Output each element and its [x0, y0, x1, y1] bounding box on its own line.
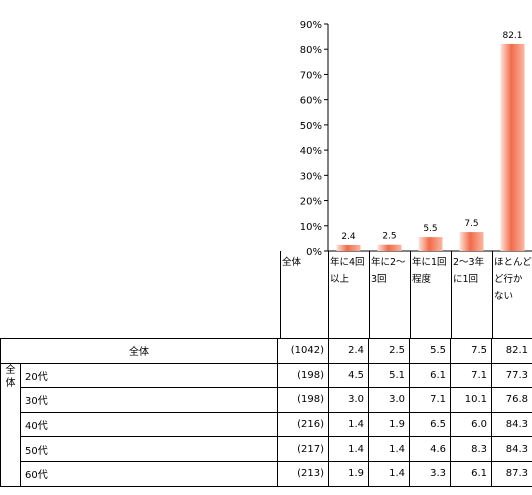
row-value: 84.3	[491, 436, 532, 462]
table-row: 60代 (213) 1.9 1.4 3.3 6.1 87.3	[1, 460, 532, 487]
y-tick-label: 90%	[300, 20, 322, 31]
data-label: 2.5	[382, 232, 396, 242]
table-row: 40代 (216) 1.4 1.9 6.5 6.0 84.3	[1, 411, 532, 438]
y-tick-label: 30%	[300, 171, 322, 182]
data-table: 全体 (1042) 2.4 2.5 5.5 7.5 82.1 全体 20代 (1…	[0, 338, 532, 487]
data-label: 7.5	[464, 219, 478, 229]
row-label: 30代	[19, 387, 279, 413]
bar	[336, 244, 361, 251]
category-label: 年に1回 程度	[412, 257, 447, 285]
category-label: ほとんど ど行か ない	[494, 257, 532, 302]
y-tick-label: 40%	[300, 146, 322, 157]
row-value: 10.1	[450, 387, 493, 413]
table-row: 全体 20代 (198) 4.5 5.1 6.1 7.1 77.3	[0, 362, 532, 487]
category-label: 年に2〜 3回	[371, 257, 406, 285]
row-value: 6.1	[450, 460, 493, 487]
category-label: 2〜3年 に1回	[453, 257, 485, 285]
row-label: 60代	[19, 460, 279, 487]
y-tick-label: 70%	[300, 70, 322, 81]
row-n: (213)	[277, 460, 330, 487]
row-value: 1.4	[328, 436, 370, 462]
y-tick-label: 0%	[306, 247, 322, 258]
chart-header-label: 全体	[282, 257, 302, 268]
row-label: 50代	[19, 436, 279, 462]
row-n: (198)	[277, 362, 330, 389]
row-value: 1.9	[328, 460, 370, 487]
row-value: 4.5	[328, 362, 370, 389]
total-label: 全体	[0, 338, 279, 364]
total-value: 5.5	[409, 338, 452, 364]
table-row: 50代 (217) 1.4 1.4 4.6 8.3 84.3	[1, 436, 532, 462]
bar	[377, 244, 402, 251]
row-value: 1.4	[368, 436, 411, 462]
row-value: 8.3	[450, 436, 493, 462]
group-label: 全体	[0, 362, 21, 487]
row-value: 77.3	[491, 362, 532, 389]
row-label: 20代	[19, 362, 279, 389]
y-tick-label: 80%	[300, 45, 322, 56]
total-value: 2.4	[328, 338, 370, 364]
row-value: 7.1	[409, 387, 452, 413]
data-label: 2.4	[341, 232, 356, 242]
y-tick-label: 20%	[300, 197, 322, 208]
row-value: 6.0	[450, 411, 493, 438]
total-value: 2.5	[368, 338, 411, 364]
data-label: 5.5	[423, 224, 437, 234]
row-value: 3.0	[368, 387, 411, 413]
bar-layer: 2.4 2.5 5.5 7.5 82.1	[336, 31, 525, 252]
total-n: (1042)	[277, 338, 330, 364]
row-value: 1.9	[368, 411, 411, 438]
bar	[500, 43, 525, 252]
row-value: 6.1	[409, 362, 452, 389]
row-value: 4.6	[409, 436, 452, 462]
table-row: 30代 (198) 3.0 3.0 7.1 10.1 76.8	[1, 387, 532, 413]
row-value: 5.1	[368, 362, 411, 389]
total-value: 7.5	[450, 338, 493, 364]
y-tick-label: 50%	[300, 121, 322, 132]
row-value: 1.4	[328, 411, 370, 438]
row-value: 84.3	[491, 411, 532, 438]
row-value: 87.3	[491, 460, 532, 487]
bar	[459, 232, 484, 251]
row-value: 1.4	[368, 460, 411, 487]
row-value: 6.5	[409, 411, 452, 438]
table-row-total: 全体 (1042) 2.4 2.5 5.5 7.5 82.1	[0, 338, 532, 364]
row-n: (198)	[277, 387, 330, 413]
row-n: (216)	[277, 411, 330, 438]
total-value: 82.1	[491, 338, 532, 364]
category-label: 年に4回 以上	[330, 257, 365, 285]
y-tick-label: 60%	[300, 96, 322, 107]
row-n: (217)	[277, 436, 330, 462]
row-value: 7.1	[450, 362, 493, 389]
row-value: 76.8	[491, 387, 532, 413]
data-label: 82.1	[502, 31, 522, 41]
bar-chart: 0% 10% 20% 30% 40% 50% 60% 70% 80% 90% 2.4 2.5 5.5 7…	[280, 20, 532, 338]
bar	[418, 237, 443, 251]
axis-layer: 0% 10% 20% 30% 40% 50% 60% 70% 80% 90%	[280, 20, 532, 338]
y-tick-label: 10%	[300, 222, 322, 233]
row-value: 3.0	[328, 387, 370, 413]
row-label: 40代	[19, 411, 279, 438]
row-value: 3.3	[409, 460, 452, 487]
